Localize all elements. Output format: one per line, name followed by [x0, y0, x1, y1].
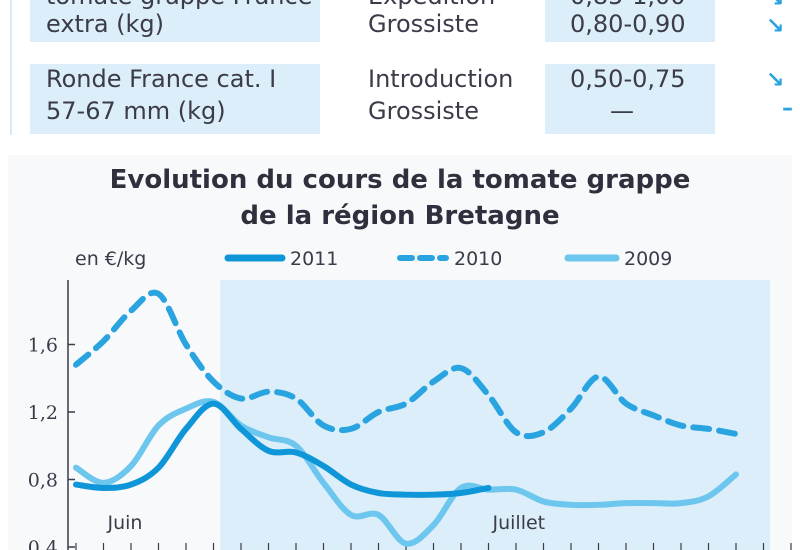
product-line-1: Ronde France cat. I	[46, 65, 277, 93]
trend-down-icon: ↘	[766, 68, 785, 93]
price-line-2: —	[610, 97, 634, 125]
stage-line-1: Introduction	[368, 65, 514, 93]
y-tick-label: 1,2	[28, 402, 58, 424]
chart-title-line-1: Evolution du cours de la tomate grappe	[110, 165, 691, 195]
stage-cell: Expédition Grossiste	[350, 0, 550, 42]
trend-cell: ↘ –	[730, 64, 800, 134]
month-label: Juin	[107, 512, 143, 534]
price-cell: 0,50-0,75 —	[545, 64, 715, 134]
price-line-2: 0,80-0,90	[570, 10, 686, 38]
stage-line-2: Grossiste	[368, 97, 479, 125]
month-label: Juillet	[492, 512, 546, 534]
trend-stable-icon: –	[782, 96, 793, 121]
y-tick-label: 0,4	[28, 537, 58, 550]
table-row: Ronde France cat. I 57-67 mm (kg) Introd…	[30, 64, 800, 134]
stage-line-1: Expédition	[368, 0, 495, 11]
y-axis-ticks: 0,4 0,8 1,2 1,6	[28, 335, 792, 550]
y-unit-label: en €/kg	[75, 248, 146, 270]
price-line-1: 0,85-1,00	[570, 0, 686, 11]
trend-down-icon: ↘	[766, 14, 785, 39]
stage-line-2: Grossiste	[368, 10, 479, 38]
price-cell: 0,85-1,00 0,80-0,90	[545, 0, 715, 42]
product-line-2: 57-67 mm (kg)	[46, 97, 226, 125]
trend-cell: ↘ ↘	[730, 0, 800, 42]
y-tick-label: 1,6	[28, 335, 58, 357]
price-table: tomate grappe France extra (kg) Expéditi…	[0, 0, 800, 135]
price-line-1: 0,50-0,75	[570, 65, 686, 93]
month-labels: Juin Juillet	[107, 512, 546, 534]
series-line-2011	[73, 400, 492, 498]
legend-label-2009: 2009	[624, 248, 672, 270]
product-line-2: extra (kg)	[46, 10, 165, 38]
series-lines	[73, 289, 739, 547]
product-cell: tomate grappe France extra (kg)	[30, 0, 320, 42]
series-line-2009	[73, 398, 739, 547]
product-line-1: tomate grappe France	[46, 0, 312, 11]
y-tick-label: 0,8	[28, 470, 58, 492]
legend-label-2010: 2010	[454, 248, 502, 270]
table-left-rule	[10, 0, 12, 135]
legend-label-2011: 2011	[290, 248, 338, 270]
trend-down-icon: ↘	[766, 0, 784, 12]
plot-shaded-region	[220, 280, 770, 550]
table-row: tomate grappe France extra (kg) Expéditi…	[30, 0, 800, 42]
chart-title-line-2: de la région Bretagne	[240, 201, 559, 231]
stage-cell: Introduction Grossiste	[350, 64, 550, 134]
series-line-2010	[73, 289, 739, 440]
product-cell: Ronde France cat. I 57-67 mm (kg)	[30, 64, 320, 134]
